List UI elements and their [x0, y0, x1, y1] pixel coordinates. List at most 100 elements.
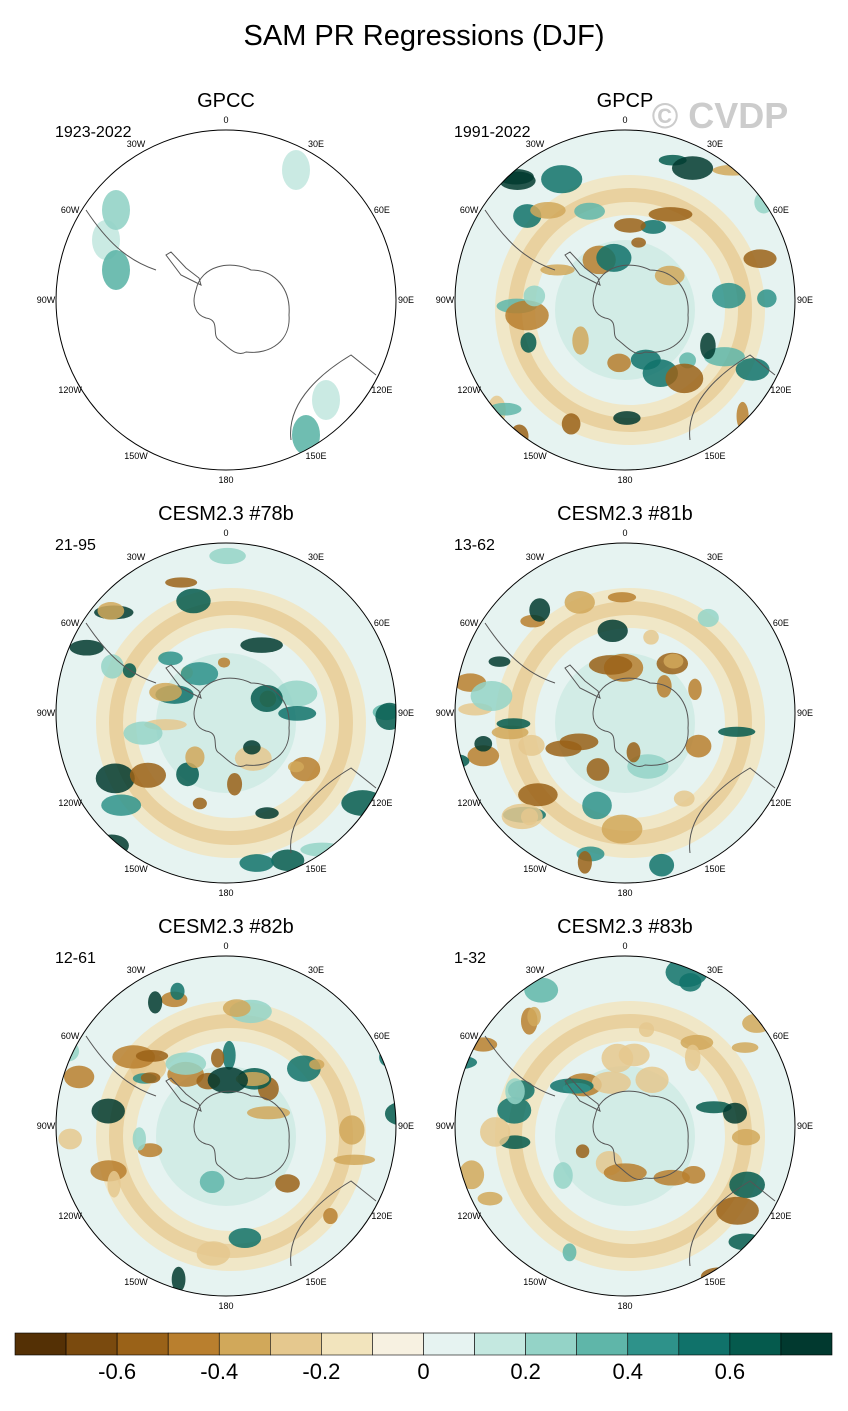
field-blob	[228, 1227, 262, 1249]
field-blob	[518, 734, 545, 756]
field-blob	[211, 1048, 225, 1068]
field-blob	[384, 1102, 396, 1126]
watermark: © CVDP	[652, 95, 789, 136]
colorbar-box	[474, 1332, 526, 1356]
longitude-label: 150E	[305, 1277, 326, 1287]
field-blob	[524, 977, 559, 1003]
field-blob	[596, 243, 632, 272]
field-blob	[255, 807, 279, 819]
field-blob	[300, 842, 345, 857]
field-blob	[275, 1174, 300, 1193]
longitude-label: 60E	[773, 205, 789, 215]
longitude-label: 150W	[124, 451, 148, 461]
longitude-label: 30W	[526, 965, 545, 975]
figure-title: SAM PR Regressions (DJF)	[244, 20, 605, 52]
field-blob	[199, 1170, 225, 1194]
field-blob	[217, 657, 231, 668]
longitude-label: 180	[218, 888, 233, 898]
field-blob	[333, 1154, 376, 1165]
panel-title: CESM2.3 #81b	[557, 503, 693, 525]
longitude-label: 90W	[436, 295, 455, 305]
field-blob	[582, 791, 612, 820]
field-blob	[640, 220, 666, 234]
coastline	[85, 209, 157, 271]
colorbar-box	[116, 1332, 169, 1356]
field-blob	[149, 682, 182, 702]
longitude-label: 60W	[460, 618, 479, 628]
field-blob	[530, 201, 566, 219]
field-blob	[69, 639, 104, 656]
longitude-label: 150E	[704, 451, 725, 461]
longitude-label: 60E	[374, 618, 390, 628]
field-blob	[455, 1055, 478, 1070]
field-blob	[712, 164, 754, 176]
coastline	[290, 1180, 377, 1267]
field-blob	[282, 150, 310, 190]
field-blob	[467, 745, 500, 767]
field-ring	[109, 601, 353, 845]
longitude-label: 120W	[457, 798, 481, 808]
field-blob	[561, 413, 581, 435]
longitude-label: 90W	[436, 708, 455, 718]
field-blob	[564, 590, 595, 614]
field-blob	[757, 289, 777, 308]
field-blob	[572, 326, 589, 355]
longitude-label: 30W	[526, 552, 545, 562]
coastline	[484, 209, 556, 271]
field-blob	[250, 684, 283, 713]
map-panel: CESM2.3 #81b 13-62 0 30E 60E 90E 120E 150E 180 15…	[436, 503, 813, 898]
longitude-label: 150W	[523, 451, 547, 461]
field-blob	[209, 547, 246, 565]
map-boundary	[55, 129, 397, 471]
field-blob	[671, 156, 714, 180]
longitude-label: 30E	[707, 965, 723, 975]
longitude-label: 30W	[127, 139, 146, 149]
field-blob	[271, 849, 305, 871]
field-blob	[679, 973, 702, 992]
map-panel: GPCP 1991-2022 0 30E 60E 90E 120E 150E 180 150W 12…	[436, 90, 813, 485]
colorbar-box	[167, 1332, 220, 1356]
field-blob	[102, 190, 130, 230]
field-blob	[496, 718, 531, 730]
coastline	[290, 767, 377, 854]
field-blob	[165, 1052, 207, 1075]
field-blob	[685, 734, 712, 758]
longitude-label: 120E	[371, 1211, 392, 1221]
longitude-label: 90E	[398, 708, 414, 718]
colorbar-box	[372, 1332, 424, 1356]
field-blob	[497, 1097, 532, 1124]
field-blob	[673, 790, 695, 807]
longitude-label: 180	[617, 475, 632, 485]
field-blob	[601, 1043, 634, 1073]
period-label: 12-61	[55, 950, 96, 967]
longitude-label: 60E	[773, 618, 789, 628]
colorbar-tick-label: 0.6	[715, 1359, 746, 1384]
field-blob	[575, 1144, 590, 1159]
field-blob	[729, 1171, 765, 1198]
field	[56, 543, 396, 883]
longitude-label: 120W	[58, 798, 82, 808]
field-blob	[97, 602, 125, 620]
longitude-label: 180	[218, 475, 233, 485]
field-blob	[614, 218, 646, 233]
field-inner	[555, 1066, 695, 1206]
field-blob	[102, 250, 130, 290]
longitude-label: 180	[617, 1301, 632, 1311]
field-blob	[92, 220, 120, 260]
longitude-label: 150E	[704, 864, 725, 874]
field-blob	[553, 1162, 573, 1189]
field-blob	[736, 401, 749, 431]
field-blob	[562, 1082, 591, 1094]
field	[56, 130, 396, 470]
field-blob	[276, 680, 318, 707]
longitude-label: 120W	[58, 385, 82, 395]
field-blob	[243, 740, 261, 755]
panels: GPCC 1923-2022 0 30E 60E 90E 120E 150E 180 150W 12…	[37, 90, 813, 1311]
panel-title: CESM2.3 #78b	[158, 503, 294, 525]
period-label: 13-62	[454, 537, 495, 554]
longitude-label: 90W	[37, 295, 56, 305]
longitude-label: 120W	[457, 385, 481, 395]
map-boundary	[55, 542, 397, 884]
colorbar-box	[678, 1332, 731, 1356]
longitude-label: 30E	[707, 552, 723, 562]
